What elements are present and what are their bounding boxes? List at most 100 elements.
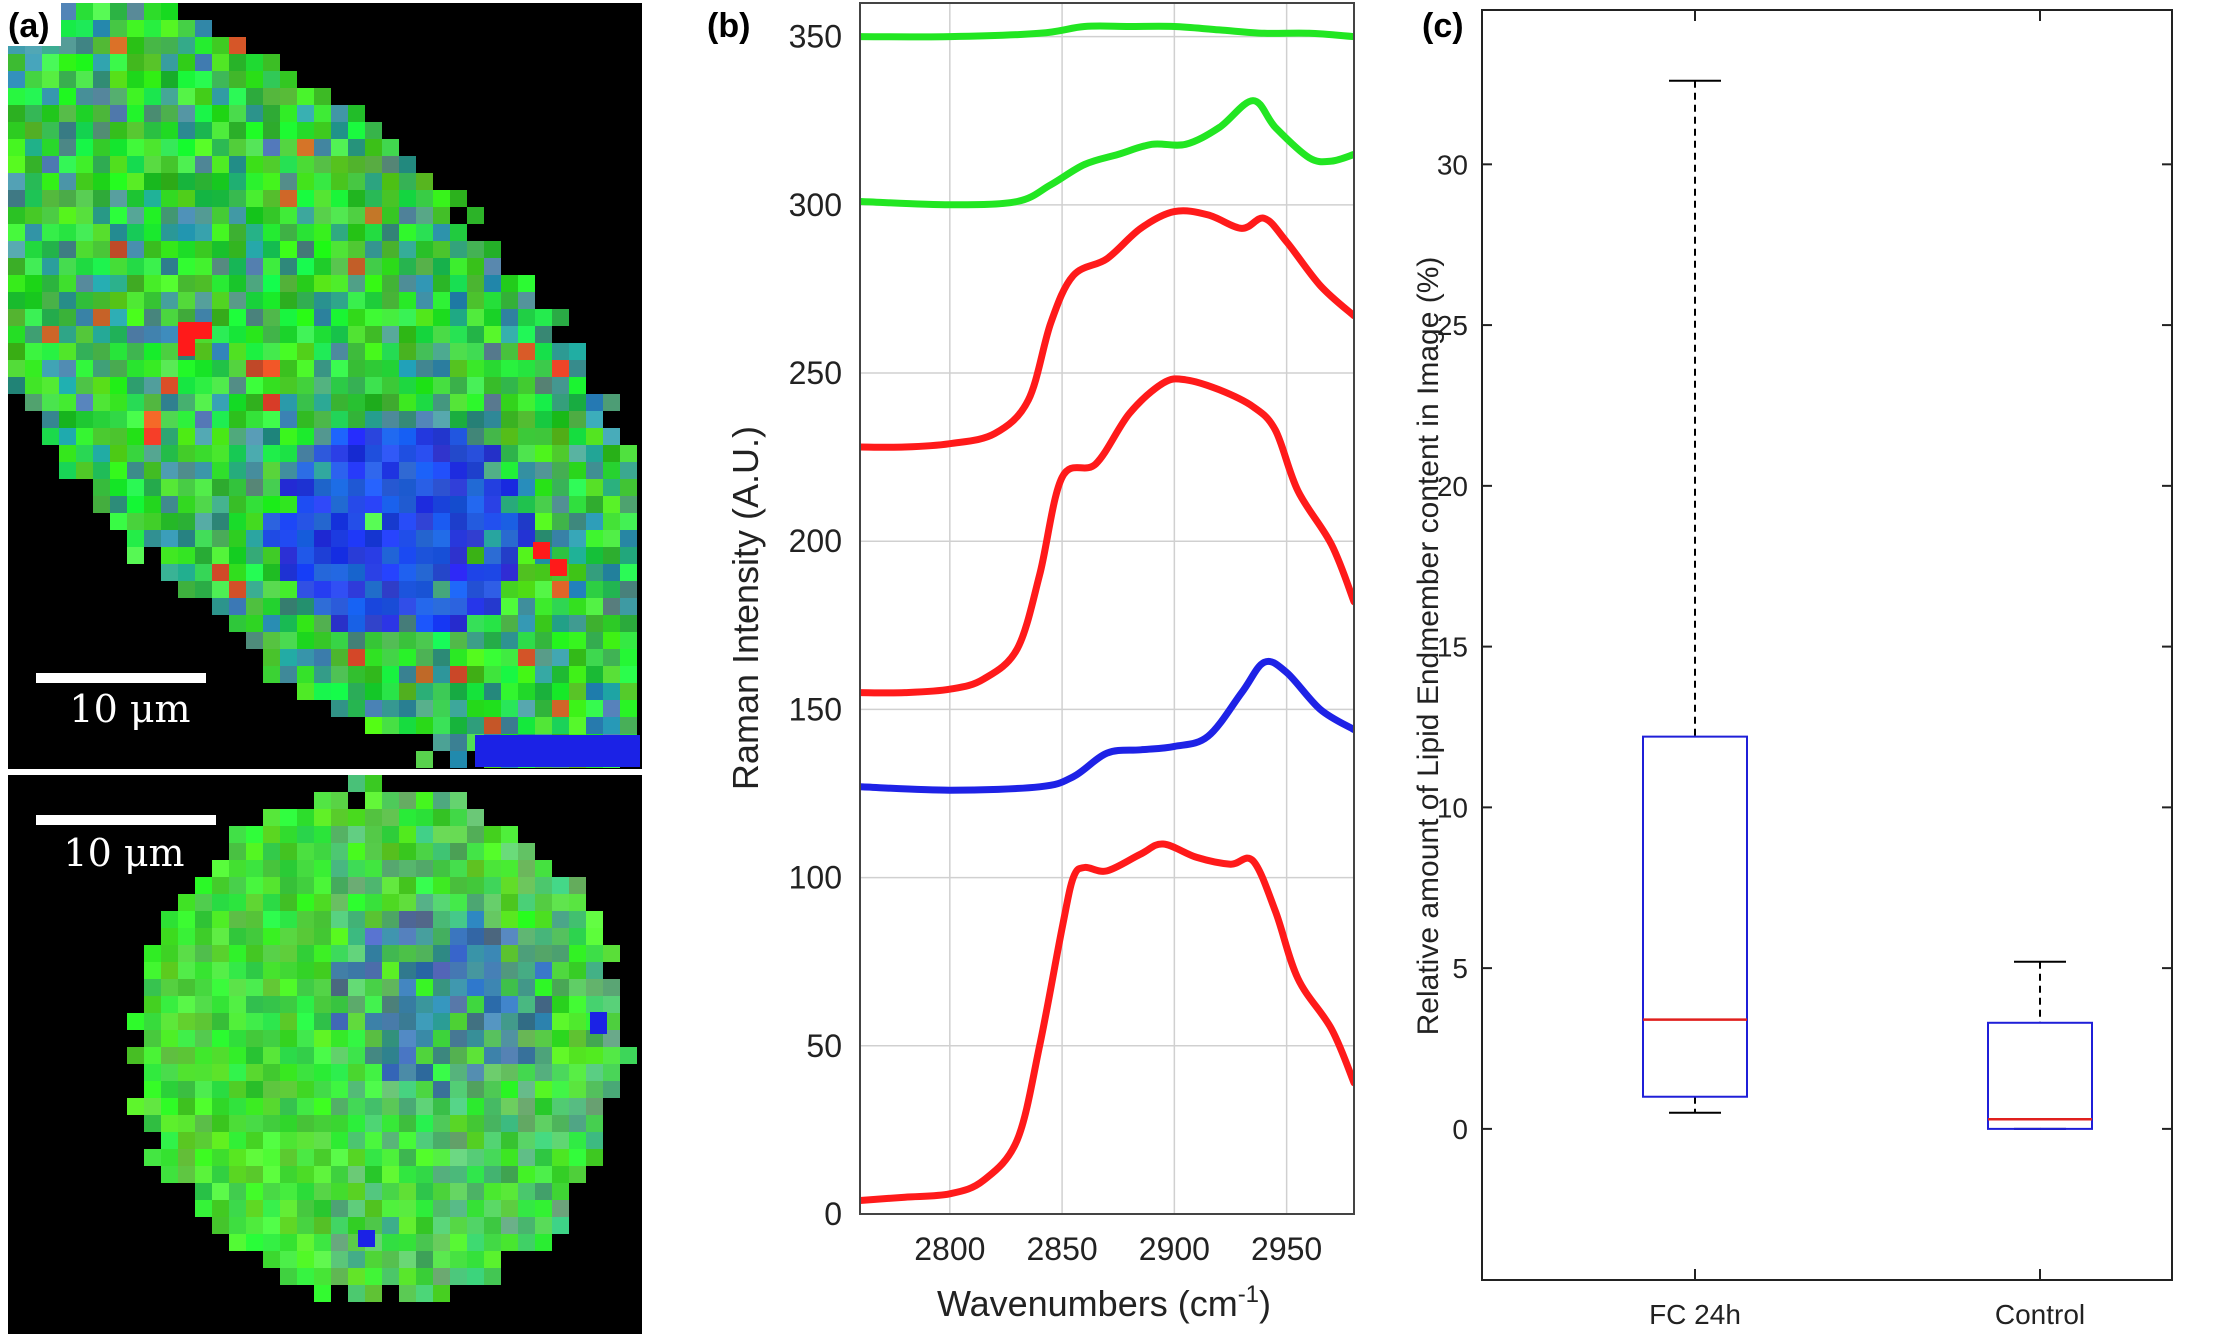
map-pixel bbox=[297, 241, 314, 258]
map-pixel bbox=[399, 496, 416, 513]
map-pixel bbox=[263, 326, 280, 343]
map-pixel bbox=[501, 394, 518, 411]
map-pixel bbox=[297, 445, 314, 462]
map-pixel bbox=[144, 173, 161, 190]
map-pixel bbox=[518, 911, 535, 928]
map-pixel bbox=[484, 1234, 501, 1251]
map-pixel bbox=[467, 1217, 484, 1234]
map-pixel bbox=[93, 377, 110, 394]
map-pixel bbox=[314, 979, 331, 996]
map-pixel bbox=[144, 428, 161, 445]
map-pixel bbox=[569, 1013, 586, 1030]
map-pixel bbox=[518, 1013, 535, 1030]
map-pixel bbox=[484, 843, 501, 860]
map-pixel bbox=[178, 88, 195, 105]
map-pixel bbox=[297, 809, 314, 826]
map-pixel bbox=[127, 479, 144, 496]
map-pixel bbox=[467, 1234, 484, 1251]
map-pixel bbox=[229, 1200, 246, 1217]
series-line-spectrum-1 bbox=[860, 22, 1354, 41]
map-pixel bbox=[127, 428, 144, 445]
map-pixel bbox=[501, 1064, 518, 1081]
x-tick-label: Control bbox=[1995, 1299, 2085, 1330]
map-pixel bbox=[25, 258, 42, 275]
map-pixel bbox=[59, 411, 76, 428]
map-pixel bbox=[348, 826, 365, 843]
map-pixel bbox=[195, 445, 212, 462]
map-pixel bbox=[518, 394, 535, 411]
map-pixel bbox=[314, 462, 331, 479]
map-pixel bbox=[382, 1064, 399, 1081]
map-pixel bbox=[484, 996, 501, 1013]
map-pixel bbox=[263, 343, 280, 360]
map-pixel bbox=[59, 207, 76, 224]
map-pixel bbox=[263, 928, 280, 945]
map-pixel bbox=[416, 343, 433, 360]
map-pixel bbox=[450, 649, 467, 666]
map-pixel bbox=[229, 54, 246, 71]
map-pixel bbox=[314, 809, 331, 826]
map-pixel bbox=[467, 1200, 484, 1217]
map-pixel bbox=[399, 615, 416, 632]
map-pixel bbox=[263, 309, 280, 326]
map-pixel bbox=[501, 1234, 518, 1251]
map-pixel bbox=[484, 615, 501, 632]
map-pixel bbox=[110, 309, 127, 326]
map-pixel bbox=[246, 1234, 263, 1251]
map-pixel bbox=[518, 894, 535, 911]
map-pixel bbox=[433, 1268, 450, 1285]
map-pixel bbox=[229, 377, 246, 394]
map-pixel bbox=[348, 996, 365, 1013]
map-pixel bbox=[280, 496, 297, 513]
map-pixel bbox=[280, 1098, 297, 1115]
map-pixel bbox=[552, 615, 569, 632]
map-pixel bbox=[569, 360, 586, 377]
map-pixel bbox=[450, 717, 467, 734]
map-pixel bbox=[552, 1149, 569, 1166]
x-ticks: FC 24h Control bbox=[1649, 10, 2085, 1330]
map-pixel bbox=[280, 1115, 297, 1132]
map-pixel bbox=[603, 496, 620, 513]
y-tick-label: 100 bbox=[789, 860, 842, 896]
map-pixel bbox=[161, 1064, 178, 1081]
map-pixel bbox=[501, 632, 518, 649]
map-pixel bbox=[229, 190, 246, 207]
map-pixel bbox=[484, 666, 501, 683]
map-pixel bbox=[93, 258, 110, 275]
map-pixel bbox=[297, 996, 314, 1013]
map-pixel bbox=[144, 462, 161, 479]
map-pixel bbox=[93, 122, 110, 139]
map-pixel bbox=[110, 258, 127, 275]
map-pixel bbox=[569, 513, 586, 530]
map-pixel bbox=[314, 275, 331, 292]
map-pixel bbox=[450, 496, 467, 513]
map-pixel bbox=[195, 962, 212, 979]
map-pixel bbox=[569, 894, 586, 911]
map-pixel bbox=[212, 1064, 229, 1081]
map-pixel bbox=[586, 911, 603, 928]
map-pixel bbox=[280, 479, 297, 496]
map-pixel bbox=[314, 513, 331, 530]
map-pixel bbox=[399, 445, 416, 462]
map-pixel bbox=[161, 343, 178, 360]
map-pixel bbox=[348, 1098, 365, 1115]
map-pixel bbox=[365, 700, 382, 717]
map-pixel bbox=[331, 105, 348, 122]
map-pixel bbox=[246, 1200, 263, 1217]
map-pixel bbox=[450, 241, 467, 258]
map-pixel bbox=[416, 751, 433, 768]
map-pixel bbox=[416, 1064, 433, 1081]
map-pixel bbox=[416, 1013, 433, 1030]
map-pixel bbox=[450, 1115, 467, 1132]
map-pixel bbox=[246, 826, 263, 843]
map-pixel bbox=[331, 996, 348, 1013]
map-pixel bbox=[399, 360, 416, 377]
map-pixel bbox=[263, 275, 280, 292]
map-pixel bbox=[433, 1098, 450, 1115]
map-pixel bbox=[433, 1081, 450, 1098]
map-pixel bbox=[569, 945, 586, 962]
map-pixel bbox=[280, 326, 297, 343]
map-pixel bbox=[331, 979, 348, 996]
map-pixel bbox=[178, 292, 195, 309]
map-pixel bbox=[314, 894, 331, 911]
